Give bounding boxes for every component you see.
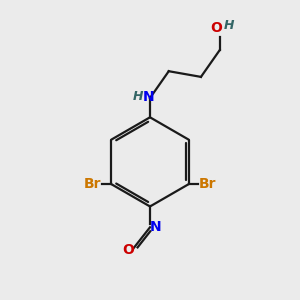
Text: Br: Br <box>83 177 101 191</box>
Text: Br: Br <box>199 177 217 191</box>
Text: H: H <box>224 19 235 32</box>
Text: H: H <box>132 90 143 103</box>
Text: N: N <box>150 220 162 234</box>
Text: O: O <box>210 21 222 35</box>
Text: O: O <box>122 243 134 256</box>
Text: N: N <box>143 90 154 104</box>
